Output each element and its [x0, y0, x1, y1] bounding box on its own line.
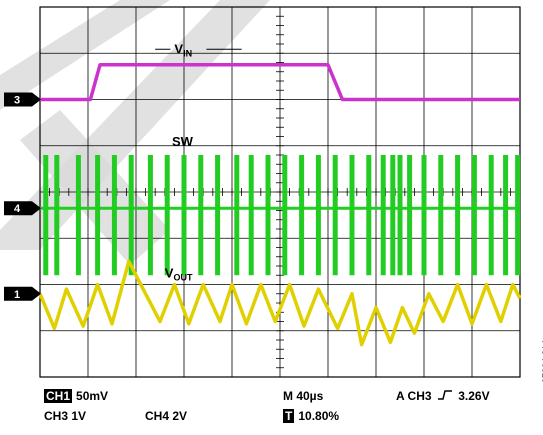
trace-sw-pulse	[471, 155, 477, 276]
chart-traces	[38, 63, 522, 347]
ch1-tag: CH1	[44, 389, 73, 403]
trigger-tag: T	[283, 409, 295, 423]
trace-sw-pulse	[349, 155, 355, 276]
trace-sw-pulse	[147, 155, 153, 276]
trace-sw-pulse	[248, 155, 254, 276]
trace-sw-pulse	[315, 155, 321, 276]
trace-sw-pulse	[515, 155, 521, 276]
trace-sw-pulse	[397, 155, 403, 276]
trace-sw-pulse	[366, 155, 372, 276]
timebase-readout: M 40µs	[283, 389, 324, 403]
trigger-readout: A CH3 3.26V	[396, 389, 490, 403]
trace-sw-pulse	[111, 155, 117, 276]
ch1-readout: CH1 50mV	[44, 389, 108, 403]
ch3-scale: CH3 1V	[44, 409, 87, 423]
oscilloscope-chart: 3 4 1 VIN SW VOUT	[0, 0, 522, 378]
trace-sw-pulse	[421, 155, 427, 276]
trigger-position-readout: T 10.80%	[283, 409, 339, 423]
trace-vout	[38, 259, 522, 347]
trace-sw-pulse	[455, 155, 461, 276]
trace-sw-pulse	[54, 155, 60, 276]
trace-vin	[40, 63, 520, 102]
trace-sw-pulse	[407, 155, 413, 276]
trace-sw-pulse	[265, 155, 271, 276]
trace-sw-pulse	[282, 155, 288, 276]
trace-sw-pulse	[438, 155, 444, 276]
trace-sw-pulse	[390, 155, 396, 276]
chart-labels: 3 4 1 VIN SW VOUT	[4, 41, 242, 301]
ch4-scale: CH4 2V	[145, 409, 188, 423]
trace-sw-pulse	[181, 155, 187, 276]
rising-edge-icon	[437, 390, 452, 400]
trigger-level: 3.26V	[458, 389, 490, 403]
trace-sw-pulse	[198, 155, 204, 276]
trace-sw-pulse	[332, 155, 338, 276]
trigger-position: 10.80%	[298, 409, 340, 423]
trace-sw-pulse	[75, 155, 81, 276]
trace-sw-pulse	[215, 155, 221, 276]
channel-marker-1: 1	[4, 286, 41, 301]
trigger-source: A CH3	[396, 389, 432, 403]
svg-text:4: 4	[14, 203, 21, 215]
series-label-sw: SW	[172, 134, 194, 149]
series-label-vout: VOUT	[165, 266, 193, 283]
series-label-vin: VIN	[174, 41, 192, 58]
trace-sw-pulse	[128, 155, 134, 276]
channel-marker-4: 4	[4, 201, 41, 216]
trace-sw-pulse	[234, 155, 240, 276]
svg-text:1: 1	[14, 289, 20, 301]
trace-sw-pulse	[488, 155, 494, 276]
trace-sw-pulse	[299, 155, 305, 276]
watermark-stripe	[0, 0, 170, 110]
ch1-scale: 50mV	[76, 389, 109, 403]
trace-sw-pulse	[43, 155, 49, 276]
trace-sw-pulse	[503, 155, 509, 276]
trace-sw-pulse	[164, 155, 170, 276]
svg-text:3: 3	[14, 95, 20, 107]
channel-marker-3: 3	[4, 92, 41, 107]
trace-sw-pulse	[95, 155, 101, 276]
trace-sw-pulse	[380, 155, 386, 276]
